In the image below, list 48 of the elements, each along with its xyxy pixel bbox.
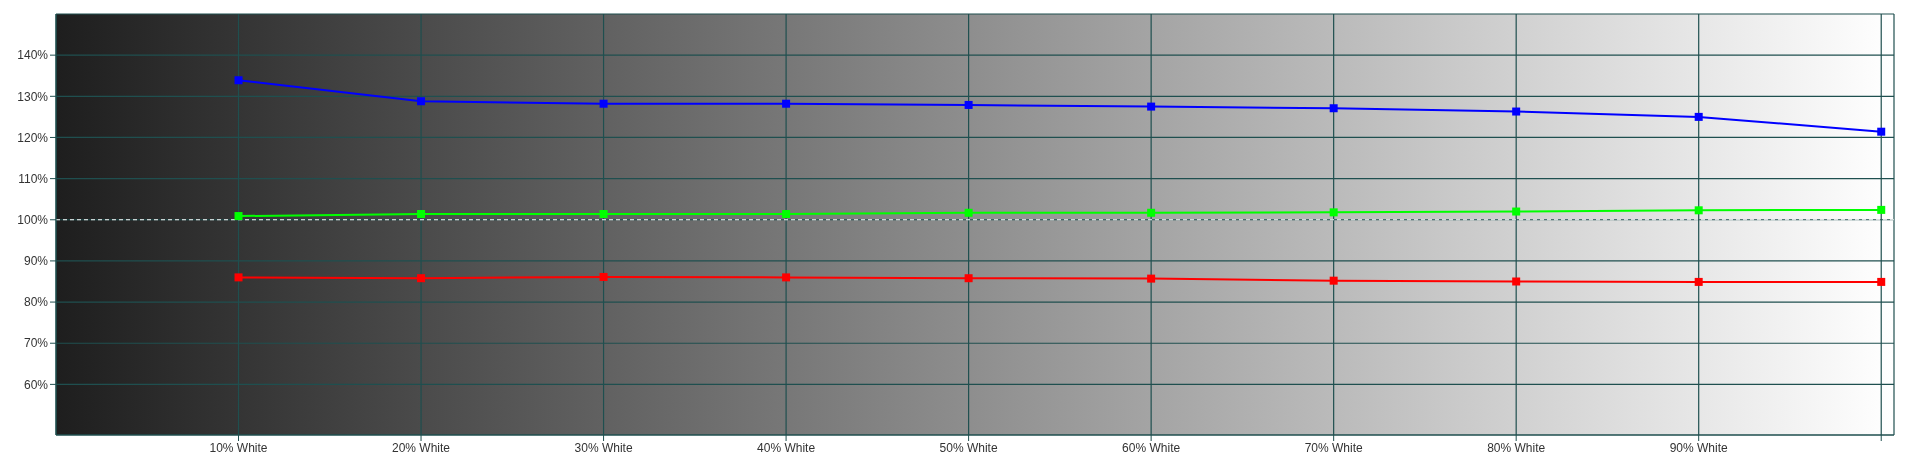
x-tick-label: 90% White [1669, 440, 1729, 455]
point [417, 97, 426, 106]
point [417, 274, 426, 283]
point [1694, 277, 1703, 286]
y-tick-label: 90% [23, 254, 49, 269]
x-tick-label: 30% White [574, 440, 633, 455]
point [964, 274, 973, 283]
point [1694, 112, 1703, 121]
y-tick-label: 130% [17, 89, 49, 104]
point [782, 210, 791, 219]
point [234, 76, 243, 85]
point [1147, 208, 1156, 217]
point [964, 100, 973, 109]
point [1694, 206, 1703, 215]
point [1877, 127, 1886, 136]
point [1877, 277, 1886, 286]
point [1329, 104, 1338, 113]
y-tick-label: 100% [17, 213, 49, 228]
y-tick-label: 80% [23, 295, 49, 310]
point [1147, 274, 1156, 283]
y-tick-label: 60% [23, 377, 49, 392]
point [1877, 205, 1886, 214]
point [599, 210, 608, 219]
point [1329, 208, 1338, 217]
y-tick-label: 140% [17, 48, 49, 63]
point [1329, 276, 1338, 285]
x-tick-label: 40% White [757, 440, 816, 455]
point [599, 99, 608, 108]
point [417, 210, 426, 219]
point [599, 272, 608, 281]
y-tick-label: 70% [23, 336, 49, 351]
point [234, 273, 243, 282]
point [1512, 207, 1521, 216]
y-tick-label: 110% [18, 171, 49, 186]
x-tick-label: 20% White [392, 440, 451, 455]
x-tick-label: 60% White [1122, 440, 1181, 455]
x-tick-label: 80% White [1487, 440, 1546, 455]
x-tick-label: 70% White [1304, 440, 1363, 455]
point [1147, 102, 1156, 111]
point [1512, 107, 1521, 116]
x-tick-label: 50% White [939, 440, 998, 455]
point [234, 212, 243, 221]
point [782, 99, 791, 108]
point [782, 273, 791, 282]
point [1512, 277, 1521, 286]
x-tick-label: 10% White [209, 440, 268, 455]
y-tick-label: 120% [17, 130, 49, 145]
point [964, 208, 973, 217]
